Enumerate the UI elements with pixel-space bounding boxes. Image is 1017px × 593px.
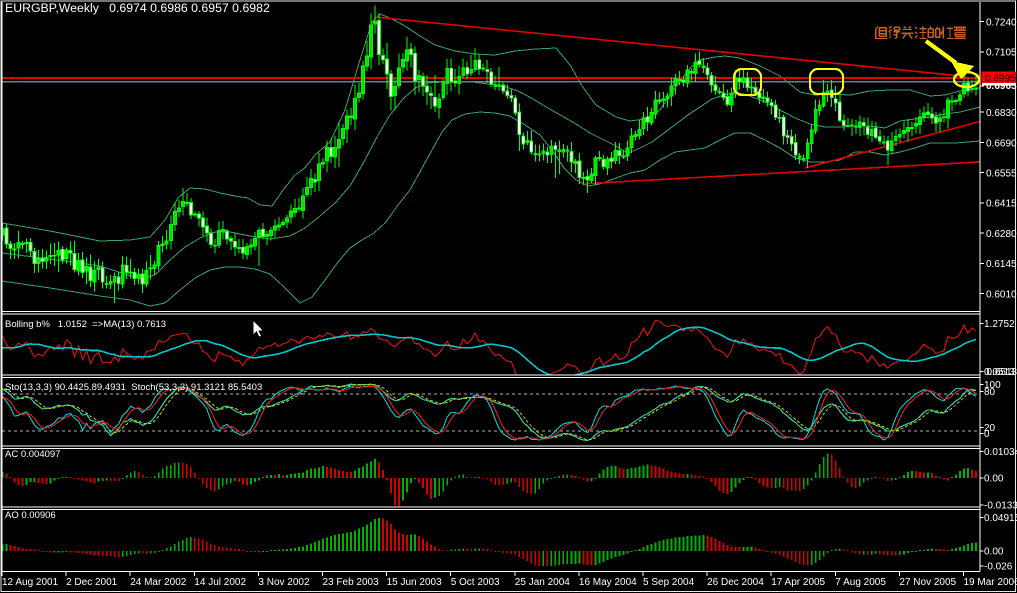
svg-text:AO 0.00906: AO 0.00906 (5, 510, 56, 521)
svg-text:AC 0.004097: AC 0.004097 (5, 449, 60, 460)
svg-text:24 Mar 2002: 24 Mar 2002 (130, 577, 187, 588)
svg-text:2 Dec 2001: 2 Dec 2001 (66, 577, 118, 588)
svg-text:80: 80 (984, 387, 996, 398)
svg-text:EURGBP,Weekly 0.6974 0.6986: EURGBP,Weekly 0.6974 0.6986 0.6957 0.698… (5, 1, 270, 15)
svg-text:19 Mar 2006: 19 Mar 2006 (964, 577, 1017, 588)
svg-text:0.6415: 0.6415 (986, 199, 1017, 210)
svg-text:0.0513: 0.0513 (984, 367, 1015, 378)
svg-text:0.6965: 0.6965 (986, 81, 1017, 92)
svg-text:0.01034: 0.01034 (984, 447, 1017, 458)
svg-text:0.6995: 0.6995 (985, 73, 1016, 84)
svg-text:0.6555: 0.6555 (986, 169, 1017, 180)
svg-text:0.6690: 0.6690 (986, 138, 1017, 149)
svg-text:0.00: 0.00 (984, 474, 1004, 485)
svg-text:20: 20 (984, 423, 996, 434)
svg-text:27 Nov 2005: 27 Nov 2005 (899, 577, 956, 588)
svg-text:0.6280: 0.6280 (986, 229, 1017, 240)
svg-text:0.7105: 0.7105 (986, 48, 1017, 59)
svg-text:100: 100 (984, 380, 1001, 391)
svg-text:0.6513: 0.6513 (987, 367, 1017, 378)
svg-text:16 May 2004: 16 May 2004 (579, 577, 637, 588)
svg-text:Bolling b% 1.0152 =>MA(13): Bolling b% 1.0152 =>MA(13) 0.7613 (5, 319, 166, 330)
svg-text:26 Dec 2004: 26 Dec 2004 (707, 577, 764, 588)
svg-text:Sto(13,3,3) 90.4425.89.4931 S: Sto(13,3,3) 90.4425.89.4931 Stoch(53,3,3… (5, 382, 262, 393)
svg-text:7 Aug 2005: 7 Aug 2005 (835, 577, 886, 588)
svg-text:14 Jul 2002: 14 Jul 2002 (194, 577, 246, 588)
svg-text:0.00: 0.00 (984, 547, 1004, 558)
svg-text:25 Jan 2004: 25 Jan 2004 (515, 577, 570, 588)
svg-text:5 Sep 2004: 5 Sep 2004 (643, 577, 695, 588)
svg-text:0.6145: 0.6145 (986, 259, 1017, 270)
svg-text:0.6830: 0.6830 (986, 108, 1017, 119)
svg-text:12 Aug 2001: 12 Aug 2001 (2, 577, 59, 588)
svg-text:5 Oct 2003: 5 Oct 2003 (451, 577, 500, 588)
svg-text:0.7240: 0.7240 (986, 17, 1017, 28)
svg-text:1.2752: 1.2752 (984, 319, 1015, 330)
svg-text:0.6010: 0.6010 (986, 289, 1017, 300)
svg-text:15 Jun 2003: 15 Jun 2003 (387, 577, 442, 588)
svg-text:-0.026: -0.026 (984, 562, 1013, 573)
svg-text:23 Feb 2003: 23 Feb 2003 (323, 577, 380, 588)
svg-text:0: 0 (984, 429, 990, 440)
svg-text:0.04915: 0.04915 (984, 513, 1017, 524)
svg-text:3 Nov 2002: 3 Nov 2002 (258, 577, 310, 588)
svg-text:17 Apr 2005: 17 Apr 2005 (771, 577, 825, 588)
svg-text:-0.01332: -0.01332 (984, 501, 1017, 512)
